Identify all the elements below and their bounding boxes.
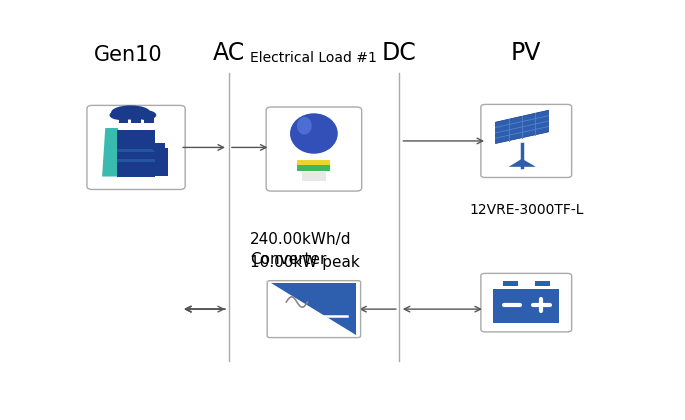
FancyBboxPatch shape: [481, 273, 572, 332]
Bar: [132, 118, 141, 123]
Ellipse shape: [297, 117, 312, 135]
Text: PV: PV: [511, 41, 541, 65]
FancyBboxPatch shape: [481, 105, 572, 178]
Text: AC: AC: [213, 41, 245, 65]
Text: Electrical Load #1: Electrical Load #1: [251, 51, 377, 65]
Bar: [119, 118, 128, 123]
Bar: [117, 149, 155, 152]
Bar: [503, 281, 518, 286]
Bar: [302, 172, 325, 181]
Ellipse shape: [111, 105, 151, 120]
Bar: [297, 165, 330, 171]
Bar: [297, 160, 330, 165]
FancyBboxPatch shape: [267, 281, 360, 338]
Polygon shape: [495, 110, 549, 144]
Bar: [117, 159, 155, 162]
Ellipse shape: [135, 110, 156, 120]
Text: Gen10: Gen10: [94, 45, 162, 65]
Polygon shape: [271, 283, 356, 335]
Bar: [144, 118, 153, 123]
Ellipse shape: [290, 113, 338, 154]
Polygon shape: [102, 128, 121, 176]
Text: 12VRE-3000TF-L: 12VRE-3000TF-L: [469, 203, 584, 217]
Bar: [493, 289, 559, 323]
Text: 240.00kWh/d
10.00kW peak: 240.00kWh/d 10.00kW peak: [250, 231, 360, 270]
Bar: [535, 281, 549, 286]
FancyBboxPatch shape: [266, 107, 362, 191]
Bar: [153, 143, 165, 151]
Polygon shape: [271, 283, 356, 335]
Ellipse shape: [110, 110, 131, 120]
Text: Converter: Converter: [250, 252, 327, 267]
Text: DC: DC: [382, 41, 416, 65]
FancyBboxPatch shape: [87, 105, 185, 189]
Polygon shape: [509, 159, 536, 167]
Bar: [117, 130, 155, 177]
Bar: [149, 148, 169, 176]
